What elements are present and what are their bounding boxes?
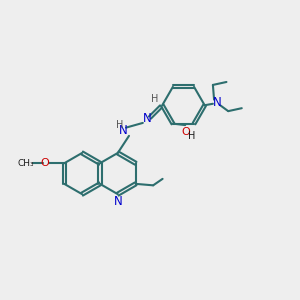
Text: O: O bbox=[181, 127, 190, 136]
Text: H: H bbox=[116, 120, 123, 130]
Text: N: N bbox=[213, 96, 221, 109]
Text: N: N bbox=[119, 124, 128, 137]
Text: CH₃: CH₃ bbox=[18, 159, 34, 168]
Text: O: O bbox=[40, 158, 49, 168]
Text: H: H bbox=[188, 131, 195, 141]
Text: N: N bbox=[114, 195, 123, 208]
Text: N: N bbox=[143, 112, 152, 125]
Text: H: H bbox=[151, 94, 158, 104]
